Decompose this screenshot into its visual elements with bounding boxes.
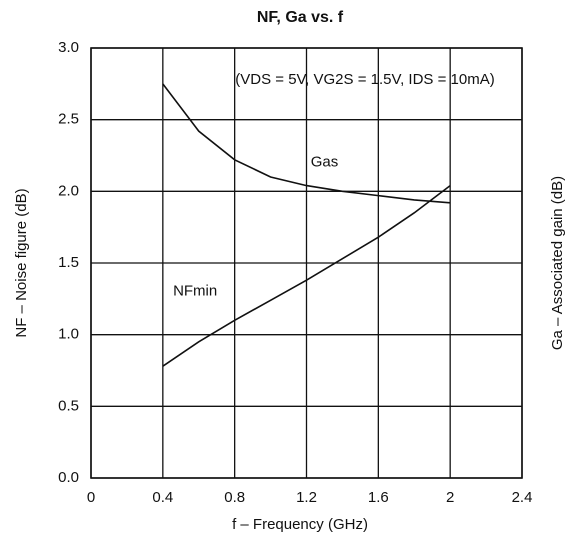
- y-tick-label: 2.0: [58, 182, 79, 199]
- y-tick-label: 0.5: [58, 397, 79, 414]
- y-tick-label: 1.5: [58, 254, 79, 271]
- y-tick-label: 2.5: [58, 111, 79, 128]
- x-tick-label: 2.4: [512, 489, 533, 506]
- y-tick-label: 3.0: [58, 39, 79, 56]
- plot-frame: [90, 47, 523, 479]
- series-label: Gas: [311, 154, 339, 171]
- x-axis-label: f – Frequency (GHz): [232, 516, 368, 533]
- y2-axis-label: Ga – Associated gain (dB): [549, 176, 566, 350]
- series-label: NFmin: [173, 283, 217, 300]
- y-axis-label: NF – Noise figure (dB): [13, 188, 30, 337]
- x-tick-label: 0.8: [224, 489, 245, 506]
- x-tick-label: 1.2: [296, 489, 317, 506]
- x-tick-label: 2: [446, 489, 454, 506]
- x-tick-label: 1.6: [368, 489, 389, 506]
- y-tick-label: 0.0: [58, 469, 79, 486]
- series-line: [162, 83, 451, 204]
- annotation: (VDS = 5V, VG2S = 1.5V, IDS = 10mA): [235, 71, 494, 88]
- chart-title: NF, Ga vs. f: [257, 9, 344, 26]
- series-line: [162, 184, 451, 367]
- y-tick-label: 1.0: [58, 326, 79, 343]
- x-tick-label: 0.4: [152, 489, 173, 506]
- x-tick-label: 0: [87, 489, 95, 506]
